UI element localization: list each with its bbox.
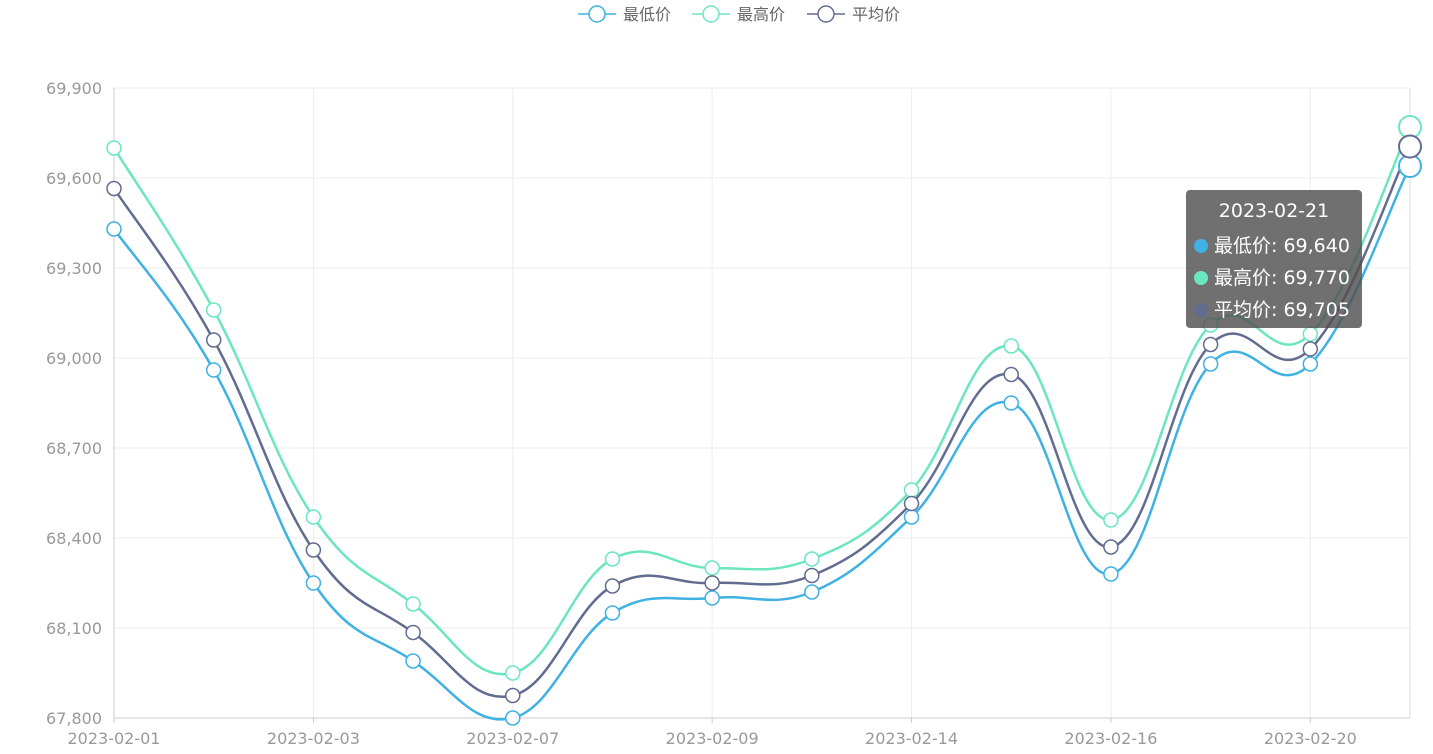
y-tick-label: 68,700	[46, 439, 102, 458]
data-point-low	[205, 362, 222, 378]
y-tick-label: 69,900	[46, 79, 102, 98]
data-point-high	[704, 560, 720, 576]
x-tick-labels: 2023-02-01 2023-02-03 2023-02-07 2023-02-09…	[68, 729, 1357, 748]
data-point-low	[1103, 566, 1119, 582]
y-tick-label: 69,000	[46, 349, 102, 368]
data-point-avg	[205, 332, 222, 348]
data-point-avg	[1103, 539, 1119, 555]
data-point-high	[1103, 512, 1119, 528]
tooltip-title: 2023-02-21	[1218, 200, 1330, 222]
data-point-low	[604, 605, 621, 621]
data-point-avg	[804, 567, 820, 584]
tooltip-text-avg: 平均价: 69,705	[1214, 299, 1350, 321]
grid-lines	[113, 87, 1410, 723]
data-point-low	[1003, 395, 1019, 411]
data-point-low	[106, 221, 122, 237]
x-tick-label: 2023-02-01	[68, 729, 161, 748]
data-point-low	[704, 590, 720, 606]
tooltip-row-low: 最低价: 69,640	[1194, 231, 1350, 258]
tooltip-dot-avg	[1194, 303, 1208, 317]
data-point-avg	[405, 624, 421, 641]
data-point-high	[604, 551, 621, 567]
x-tick-label: 2023-02-20	[1264, 729, 1357, 748]
data-point-high	[903, 482, 920, 498]
data-point-avg	[305, 542, 322, 558]
legend-marker-avg	[817, 5, 835, 23]
legend[interactable]: 最低价 最高价 平均价	[578, 5, 900, 24]
data-point-avg	[704, 575, 720, 591]
tooltip-dot-low	[1194, 239, 1208, 253]
data-point-high	[505, 665, 521, 681]
tooltip-row-avg: 平均价: 69,705	[1194, 295, 1350, 322]
series-lines	[106, 115, 1422, 726]
tooltip-text-low: 最低价: 69,640	[1214, 235, 1350, 257]
data-point-high	[1003, 338, 1019, 354]
x-tick-label: 2023-02-09	[666, 729, 759, 748]
legend-marker-high	[702, 5, 720, 23]
legend-label-low: 最低价	[623, 5, 671, 24]
data-point-low	[305, 575, 322, 591]
data-point-avg	[903, 495, 920, 512]
legend-marker-low	[588, 5, 606, 23]
legend-label-avg: 平均价	[852, 5, 900, 24]
axes	[113, 88, 1411, 719]
data-point-high	[405, 596, 421, 612]
data-point-low	[505, 710, 521, 726]
x-tick-label: 2023-02-16	[1064, 729, 1157, 748]
data-point-high	[106, 140, 122, 156]
data-point-high	[305, 509, 322, 525]
data-point-avg	[1302, 341, 1319, 357]
legend-label-high: 最高价	[737, 5, 785, 24]
data-point-high	[804, 551, 820, 567]
x-tick-label: 2023-02-03	[267, 729, 360, 748]
data-point-low	[405, 653, 421, 669]
data-point-low	[1202, 356, 1219, 372]
tooltip-text-high: 最高价: 69,770	[1214, 267, 1350, 289]
data-point-avg	[106, 180, 122, 197]
x-tick-label: 2023-02-14	[865, 729, 958, 748]
y-tick-label: 69,300	[46, 259, 102, 278]
y-tick-label: 69,600	[46, 169, 102, 188]
data-point-avg	[1003, 366, 1019, 383]
y-tick-label: 68,100	[46, 619, 102, 638]
tooltip-dot-high	[1194, 271, 1208, 285]
data-point-low	[804, 584, 820, 600]
data-point-avg	[1398, 134, 1422, 159]
tooltip: 2023-02-21 最低价: 69,640 最高价: 69,770 平均价: …	[1186, 190, 1362, 328]
data-point-avg	[604, 578, 621, 594]
y-tick-label: 67,800	[46, 709, 102, 728]
data-point-avg	[1202, 336, 1219, 353]
x-tick-label: 2023-02-07	[466, 729, 559, 748]
data-point-low	[903, 509, 920, 525]
y-tick-labels: 67,800 68,100 68,400 68,700 69,000 69,300 69,6…	[46, 79, 102, 728]
data-point-low	[1302, 356, 1319, 372]
tooltip-row-high: 最高价: 69,770	[1194, 263, 1350, 290]
data-point-high	[205, 302, 222, 318]
data-point-high	[1302, 326, 1319, 342]
y-tick-label: 68,400	[46, 529, 102, 548]
data-point-avg	[505, 687, 521, 704]
